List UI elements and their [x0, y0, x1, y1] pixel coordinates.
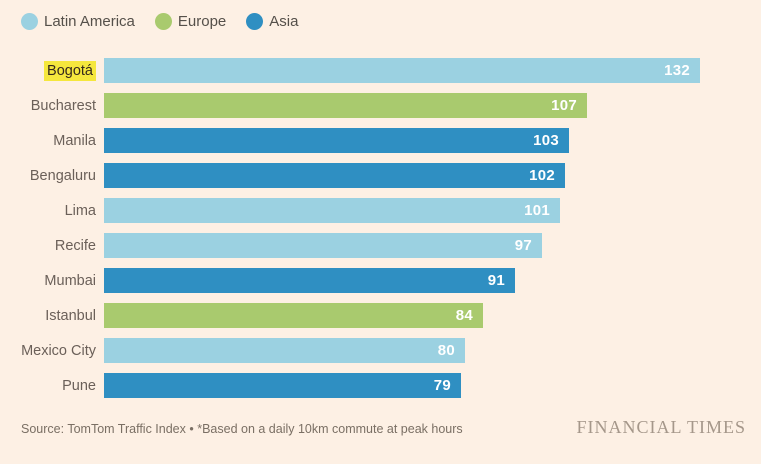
bar-row: Mumbai 91 [0, 268, 761, 293]
category-label: Lima [0, 203, 104, 219]
category-label-text: Mumbai [44, 272, 96, 289]
bar-value-label: 97 [514, 237, 532, 254]
bar: 79 [104, 373, 461, 398]
bar-row: Bogotá 132 [0, 58, 761, 83]
bar-row: Mexico City 80 [0, 338, 761, 363]
category-label: Manila [0, 133, 104, 149]
bar: 80 [104, 338, 465, 363]
bar: 101 [104, 198, 560, 223]
legend-swatch-icon [246, 12, 264, 30]
bar-row: Pune 79 [0, 373, 761, 398]
category-label: Recife [0, 238, 104, 254]
category-label-text: Pune [62, 377, 96, 394]
category-label-text: Manila [53, 132, 96, 149]
legend-item: Asia [246, 12, 299, 30]
legend-swatch-icon [154, 12, 172, 30]
bar: 102 [104, 163, 565, 188]
source-note: Source: TomTom Traffic Index • *Based on… [21, 422, 463, 436]
category-label-text: Bengaluru [29, 167, 96, 184]
legend-label: Latin America [44, 12, 135, 30]
category-label-text: Mexico City [21, 342, 96, 359]
bar-value-label: 101 [524, 202, 550, 219]
bar-chart: Bogotá 132 Bucharest 107 Manila 103 Beng… [0, 58, 761, 398]
category-label-text: Bucharest [30, 97, 96, 114]
legend-label: Asia [269, 12, 299, 30]
category-label-text: Istanbul [45, 307, 96, 324]
bar: 107 [104, 93, 587, 118]
bar: 91 [104, 268, 515, 293]
category-label-text: Lima [64, 202, 96, 219]
bar-value-label: 102 [529, 167, 555, 184]
legend-swatch-icon [21, 12, 38, 30]
bar-value-label: 80 [437, 342, 455, 359]
category-label-text: Recife [54, 237, 96, 254]
category-label: Istanbul [0, 308, 104, 324]
category-label: Bengaluru [0, 168, 104, 184]
category-label: Bogotá [0, 60, 104, 81]
chart-footer: Source: TomTom Traffic Index • *Based on… [0, 417, 761, 438]
bar-row: Manila 103 [0, 128, 761, 153]
bar-row: Lima 101 [0, 198, 761, 223]
bar-value-label: 84 [455, 307, 473, 324]
category-label: Bucharest [0, 98, 104, 114]
bar-value-label: 132 [664, 62, 690, 79]
category-label: Pune [0, 378, 104, 394]
category-label: Mexico City [0, 343, 104, 359]
bar-value-label: 107 [551, 97, 577, 114]
chart-legend: Latin America Europe Asia [0, 0, 761, 31]
legend-item: Europe [154, 12, 227, 30]
bar-value-label: 103 [533, 132, 559, 149]
bar-value-label: 79 [433, 377, 451, 394]
category-label: Mumbai [0, 273, 104, 289]
legend-item: Latin America [21, 12, 135, 30]
category-label-text: Bogotá [44, 60, 96, 81]
bar-row: Istanbul 84 [0, 303, 761, 328]
bar-value-label: 91 [487, 272, 505, 289]
bar-row: Recife 97 [0, 233, 761, 258]
ft-logo: FINANCIAL TIMES [576, 417, 746, 437]
bar: 132 [104, 58, 700, 83]
bar-row: Bucharest 107 [0, 93, 761, 118]
legend-label: Europe [177, 12, 227, 30]
bar: 84 [104, 303, 483, 328]
bar: 103 [104, 128, 569, 153]
bar: 97 [104, 233, 542, 258]
bar-row: Bengaluru 102 [0, 163, 761, 188]
